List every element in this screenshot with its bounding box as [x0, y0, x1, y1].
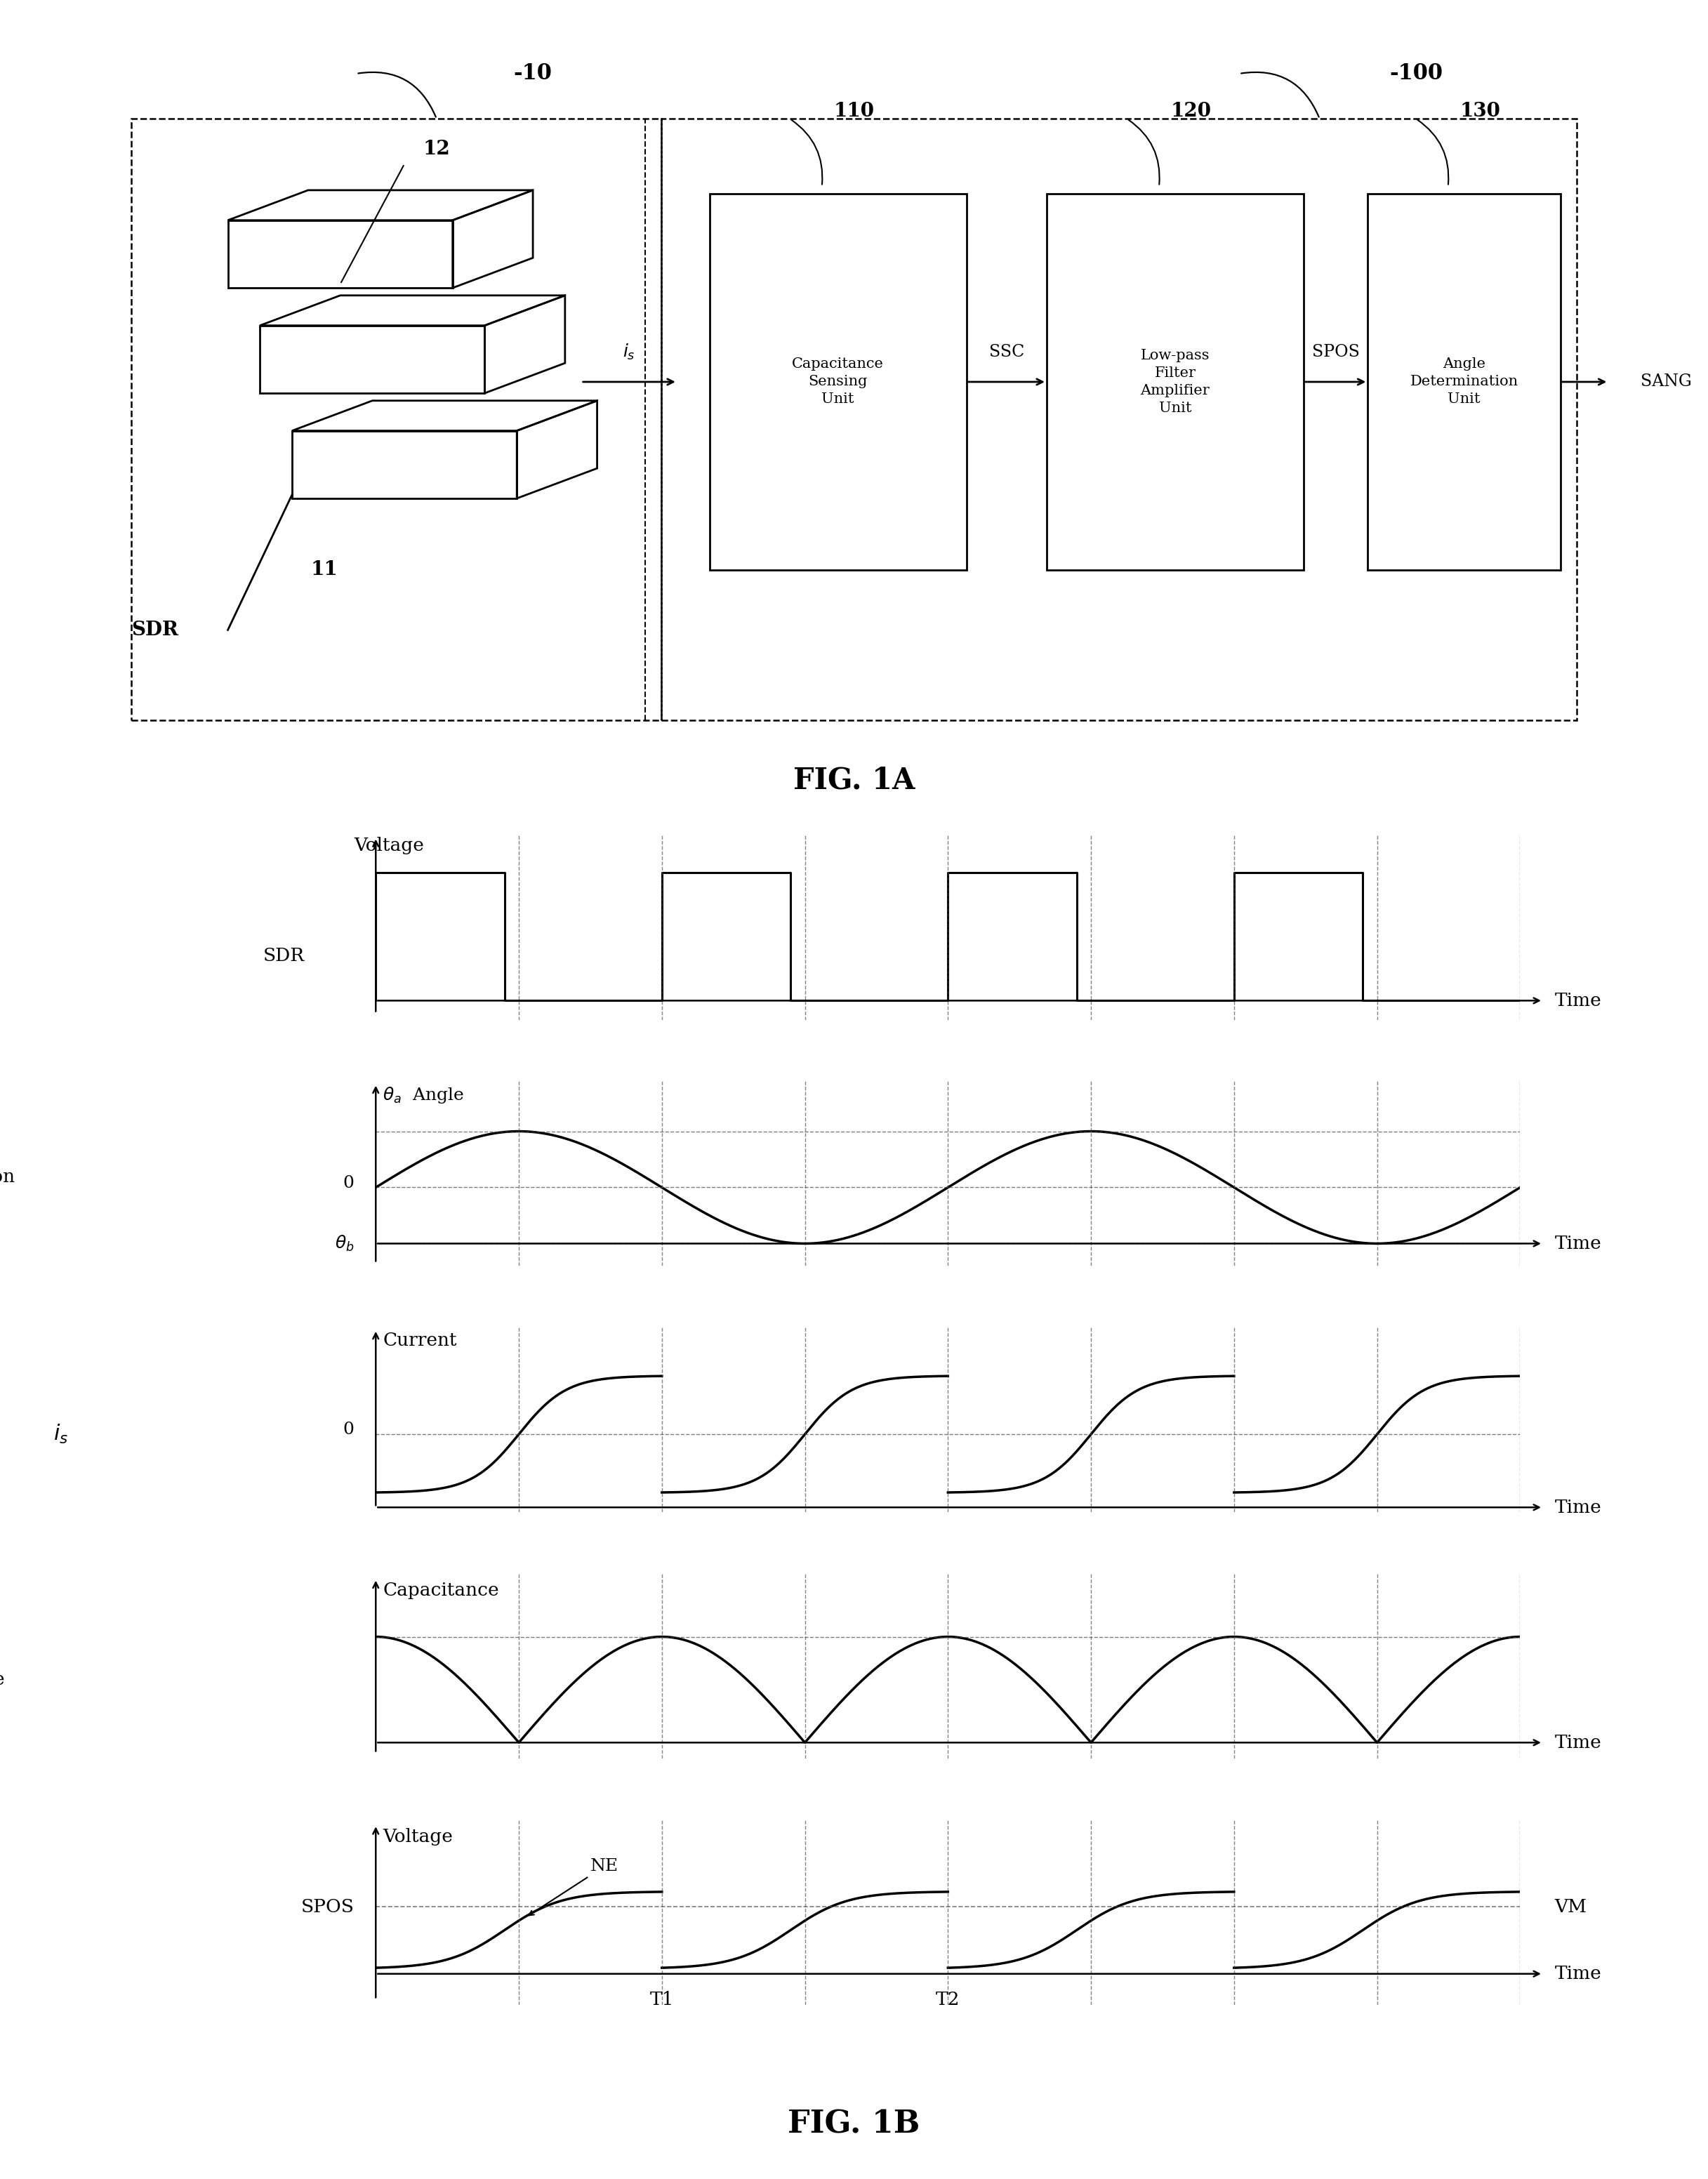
Text: $\theta_b$: $\theta_b$: [335, 1233, 354, 1253]
Text: Time: Time: [1554, 1965, 1602, 1983]
Text: $i_s$: $i_s$: [623, 342, 635, 362]
Text: Time: Time: [1554, 991, 1602, 1009]
Text: Capacitance
Sensing
Unit: Capacitance Sensing Unit: [793, 357, 883, 405]
Text: Voltage: Voltage: [354, 837, 424, 854]
Text: Time: Time: [1554, 1499, 1602, 1517]
Text: Angle
Determination
Unit: Angle Determination Unit: [1411, 357, 1518, 405]
Text: FIG. 1B: FIG. 1B: [787, 2109, 921, 2140]
Text: 0: 0: [343, 1174, 354, 1192]
Text: SDR: SDR: [263, 948, 304, 965]
Text: Voltage: Voltage: [383, 1828, 453, 1846]
Text: Current: Current: [383, 1331, 458, 1349]
Text: VM: VM: [1554, 1898, 1587, 1915]
Text: 120: 120: [1170, 102, 1211, 120]
Text: 0: 0: [343, 1421, 354, 1438]
Bar: [1368, 194, 1561, 569]
Text: Time: Time: [1554, 1235, 1602, 1253]
Text: 12: 12: [424, 139, 451, 159]
Text: $i_s$: $i_s$: [53, 1423, 68, 1445]
Text: -100: -100: [1389, 63, 1443, 85]
Text: Rotation
angle: Rotation angle: [0, 1168, 15, 1207]
Text: FIG. 1A: FIG. 1A: [793, 765, 915, 795]
Bar: [709, 194, 967, 569]
Text: T1: T1: [649, 1992, 675, 2009]
Text: SPOS: SPOS: [301, 1898, 354, 1915]
Bar: [661, 118, 1576, 719]
Text: SPOS: SPOS: [1312, 344, 1360, 360]
Bar: [1047, 194, 1303, 569]
Text: Capacitance
variation: Capacitance variation: [0, 1671, 5, 1708]
Text: Low-pass
Filter
Amplifier
Unit: Low-pass Filter Amplifier Unit: [1141, 349, 1209, 414]
Text: NE: NE: [529, 1859, 618, 1915]
Text: 11: 11: [311, 560, 338, 580]
Text: SANG: SANG: [1641, 375, 1693, 390]
Text: Time: Time: [1554, 1734, 1602, 1752]
Bar: [132, 118, 661, 719]
Text: Capacitance: Capacitance: [383, 1582, 499, 1599]
Text: $\theta_a$  Angle: $\theta_a$ Angle: [383, 1085, 465, 1105]
Text: SSC: SSC: [989, 344, 1025, 360]
Text: T2: T2: [936, 1992, 960, 2009]
Text: -10: -10: [514, 63, 552, 85]
Text: 110: 110: [834, 102, 874, 120]
Text: SDR: SDR: [132, 621, 179, 638]
Text: 130: 130: [1460, 102, 1500, 120]
